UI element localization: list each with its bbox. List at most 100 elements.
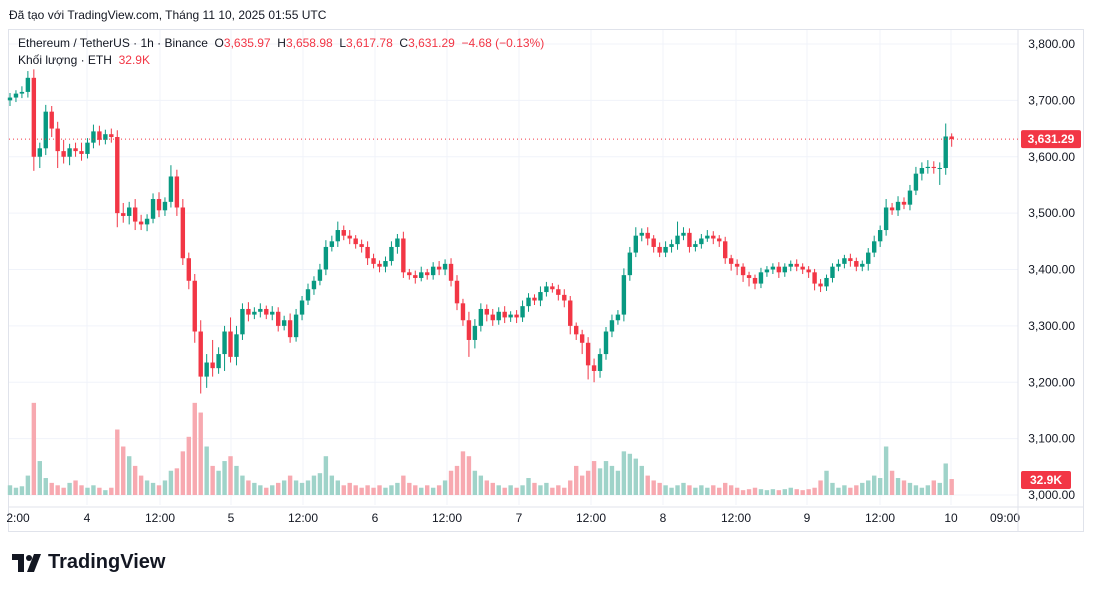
- tradingview-logo-icon: [12, 553, 41, 572]
- volume-bar: [860, 482, 865, 495]
- candle-body: [490, 314, 495, 321]
- volume-bar: [287, 475, 293, 495]
- price-tick-label: 3,400.00: [1028, 263, 1075, 277]
- candle-body: [79, 151, 84, 154]
- volume-bar: [168, 470, 174, 495]
- volume-bar: [538, 485, 543, 495]
- volume-bar: [490, 482, 495, 495]
- candle-body: [144, 218, 150, 225]
- candle-body: [252, 311, 257, 315]
- volume-bar: [454, 465, 460, 495]
- volume-bar: [758, 489, 764, 495]
- volume-bar: [419, 487, 424, 495]
- volume-bar: [347, 482, 352, 495]
- volume-bar: [13, 487, 19, 495]
- volume-bar: [663, 485, 668, 495]
- candle-body: [627, 252, 633, 276]
- candle-body: [728, 258, 734, 264]
- symbol-label[interactable]: Ethereum / TetherUS · 1h · Binance: [18, 36, 208, 50]
- candle-body: [883, 207, 889, 231]
- candle-body: [740, 266, 746, 276]
- volume-bar: [532, 482, 537, 495]
- candle-body: [913, 173, 919, 191]
- candle-body: [85, 142, 90, 154]
- volume-bar: [895, 478, 901, 495]
- candle-body: [258, 308, 263, 312]
- volume-bar: [633, 458, 638, 495]
- candle-body: [216, 354, 221, 369]
- candle-body: [943, 136, 948, 169]
- candle-body: [43, 111, 48, 149]
- candle-body: [162, 201, 168, 211]
- candle-body: [925, 166, 931, 169]
- candle-body: [770, 266, 776, 270]
- volume-legend-row: Khối lượng · ETH 32.9K: [18, 52, 544, 69]
- volume-bar: [651, 480, 656, 495]
- candle-body: [281, 320, 287, 326]
- candle-body: [645, 232, 650, 239]
- volume-bar: [818, 480, 823, 495]
- volume-bar: [204, 446, 209, 495]
- volume-bar: [657, 482, 662, 495]
- candle-body: [705, 235, 710, 239]
- volume-bar: [234, 465, 239, 495]
- candle-body: [621, 275, 627, 315]
- candle-body: [758, 272, 764, 284]
- volume-bar: [466, 456, 472, 495]
- candle-body: [603, 331, 609, 355]
- volume-bar: [597, 468, 603, 495]
- volume-bar: [413, 485, 418, 495]
- volume-bar: [97, 487, 102, 495]
- volume-bar: [270, 485, 275, 495]
- time-tick-label: 5: [228, 511, 235, 525]
- candle-body: [13, 93, 19, 98]
- volume-bar: [776, 490, 782, 495]
- candle-body: [484, 308, 489, 315]
- volume-bar: [645, 475, 650, 495]
- volume-bar: [395, 482, 400, 495]
- time-tick-label: 8: [660, 511, 667, 525]
- volume-bar: [883, 446, 889, 495]
- candle-body: [150, 199, 156, 219]
- candle-body: [240, 308, 245, 335]
- candle-body: [466, 320, 472, 340]
- candle-body: [359, 244, 364, 247]
- volume-bar: [472, 470, 478, 495]
- chart-frame: [8, 29, 1084, 532]
- time-tick-label: 12:00: [145, 511, 175, 525]
- volume-bar: [311, 475, 317, 495]
- candle-body: [550, 286, 555, 290]
- candle-body: [335, 230, 340, 242]
- candle-body: [711, 235, 716, 239]
- volume-bar: [198, 412, 203, 495]
- candle-body: [854, 261, 859, 267]
- candle-body: [264, 308, 269, 315]
- candle-body: [460, 303, 466, 321]
- volume-bar: [353, 485, 358, 495]
- candle-body: [121, 213, 126, 216]
- candle-body: [347, 235, 352, 239]
- volume-bar: [699, 485, 704, 495]
- chart-created-caption: Đã tạo với TradingView.com, Tháng 11 10,…: [9, 8, 327, 22]
- price-tick-label: 3,600.00: [1028, 150, 1075, 164]
- candle-body: [889, 207, 895, 211]
- volume-bar: [377, 485, 382, 495]
- candle-body: [103, 134, 108, 140]
- candle-body: [657, 246, 662, 253]
- candle-body: [723, 241, 728, 259]
- volume-bar: [103, 490, 108, 495]
- volume-bar: [931, 480, 936, 495]
- candle-body: [532, 297, 537, 301]
- candle-body: [585, 342, 591, 366]
- candle-body: [198, 331, 203, 377]
- tradingview-logo[interactable]: TradingView: [12, 551, 165, 574]
- volume-bar: [121, 446, 126, 495]
- candle-body: [192, 280, 197, 332]
- candle-body: [937, 168, 942, 170]
- volume-bar: [192, 402, 197, 495]
- volume-bar: [937, 482, 942, 495]
- volume-bar: [806, 489, 811, 495]
- candle-body: [168, 176, 174, 202]
- volume-label[interactable]: Khối lượng · ETH: [18, 53, 112, 67]
